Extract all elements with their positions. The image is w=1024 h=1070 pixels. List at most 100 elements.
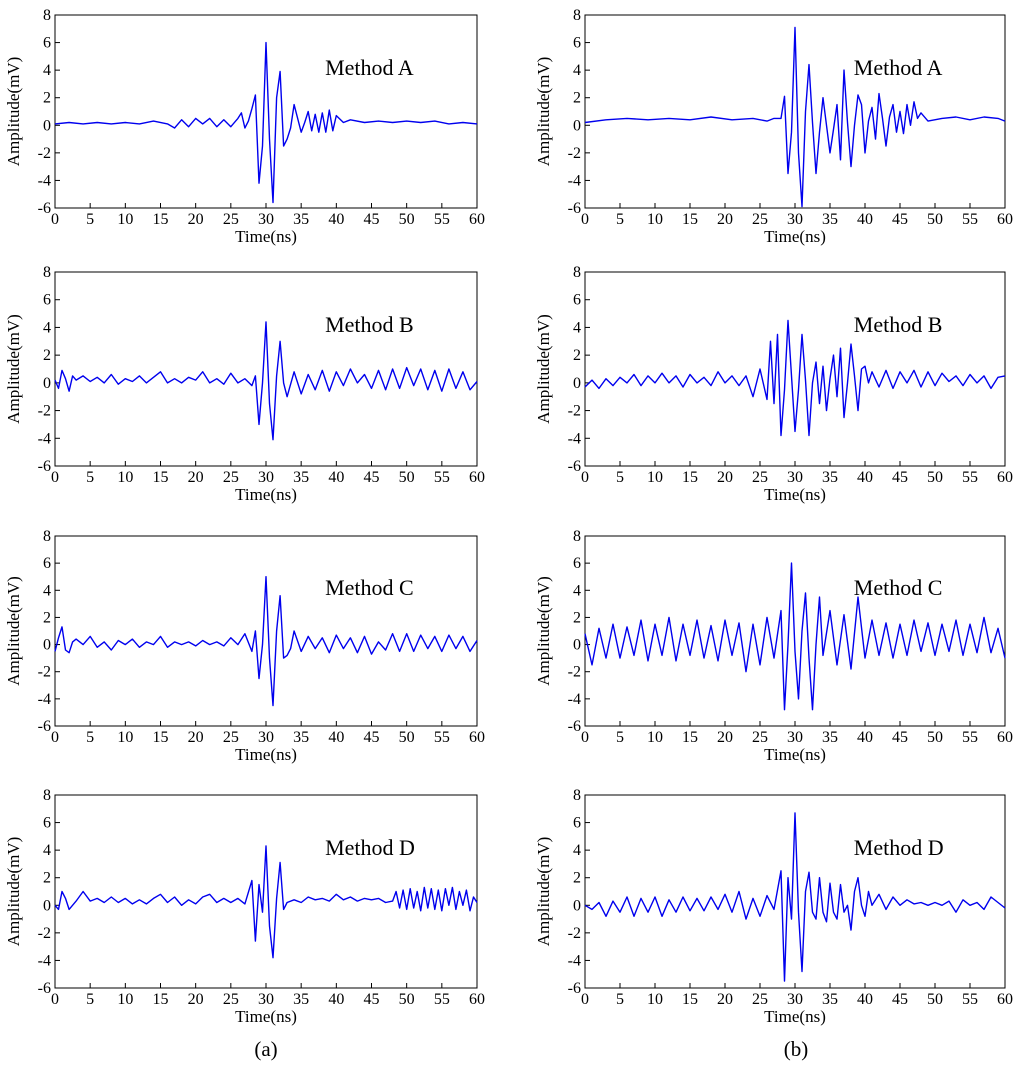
y-tick-label: -4	[38, 172, 51, 189]
y-tick-label: -6	[568, 980, 581, 997]
chart-panel-7: 0 5 10 15 20 25 30 35 40 45 50 55 60 -6 -4 -2 0 2 4 6 8 Time(…	[4, 787, 485, 1026]
x-tick-label: 55	[434, 211, 450, 228]
x-tick-label: 25	[223, 469, 239, 486]
x-tick-label: 10	[117, 211, 133, 228]
y-tick-label: 2	[43, 90, 51, 107]
method-annotation: Method C	[325, 575, 414, 600]
x-tick-label: 0	[51, 211, 59, 228]
x-tick-label: 60	[469, 991, 485, 1008]
x-tick-label: 0	[51, 469, 59, 486]
plot-frame	[54, 535, 478, 727]
y-tick-label: -2	[568, 403, 581, 420]
y-tick-label: 8	[573, 7, 581, 24]
chart-panel-8: 0 5 10 15 20 25 30 35 40 45 50 55 60 -6 -4 -2 0 2 4 6 8 Time(…	[534, 787, 1013, 1026]
y-tick-label: -2	[38, 664, 51, 681]
y-axis-label: Amplitude(mV)	[534, 837, 553, 947]
x-axis-label: Time(ns)	[764, 745, 826, 764]
x-tick-label: 20	[717, 729, 733, 746]
x-axis-label: Time(ns)	[235, 485, 297, 504]
y-tick-label: 6	[43, 815, 51, 832]
x-tick-label: 35	[822, 729, 838, 746]
y-axis-label: Amplitude(mV)	[4, 576, 23, 686]
x-tick-label: 0	[581, 729, 589, 746]
x-tick-label: 0	[581, 211, 589, 228]
y-tick-label: 2	[43, 609, 51, 626]
x-tick-label: 55	[434, 991, 450, 1008]
x-tick-label: 55	[962, 729, 978, 746]
x-tick-label: 25	[752, 211, 768, 228]
x-axis-label: Time(ns)	[235, 745, 297, 764]
y-tick-label: 2	[573, 870, 581, 887]
y-tick-label: -6	[568, 718, 581, 735]
y-tick-label: 4	[573, 319, 581, 336]
x-tick-label: 10	[647, 991, 663, 1008]
x-tick-label: 0	[51, 729, 59, 746]
x-tick-label: 35	[822, 469, 838, 486]
y-tick-label: -4	[38, 430, 51, 447]
signal-series-line	[584, 812, 1006, 982]
y-tick-label: 8	[43, 264, 51, 281]
y-tick-label: 6	[573, 292, 581, 309]
x-tick-label: 15	[682, 211, 698, 228]
x-tick-label: 5	[616, 729, 624, 746]
x-tick-label: 15	[153, 729, 169, 746]
x-tick-label: 25	[752, 729, 768, 746]
x-tick-label: 50	[399, 469, 415, 486]
y-tick-label: 0	[573, 637, 581, 654]
y-tick-label: 2	[43, 870, 51, 887]
method-annotation: Method A	[325, 55, 414, 80]
x-tick-label: 55	[962, 211, 978, 228]
plot-frame	[584, 271, 1006, 467]
x-tick-label: 10	[117, 991, 133, 1008]
y-axis-label: Amplitude(mV)	[534, 57, 553, 167]
y-tick-label: -6	[568, 200, 581, 217]
y-tick-label: 6	[573, 35, 581, 52]
y-tick-label: 4	[573, 582, 581, 599]
x-tick-label: 10	[647, 729, 663, 746]
y-axis-label: Amplitude(mV)	[4, 57, 23, 167]
x-tick-label: 15	[153, 991, 169, 1008]
x-tick-label: 60	[469, 729, 485, 746]
y-tick-label: 6	[43, 35, 51, 52]
signal-series-line	[584, 319, 1006, 437]
y-axis-label: Amplitude(mV)	[534, 314, 553, 424]
plot-frame	[584, 535, 1006, 727]
x-tick-label: 10	[647, 469, 663, 486]
y-tick-label: -2	[568, 925, 581, 942]
caption-a: (a)	[254, 1037, 277, 1061]
x-tick-label: 35	[822, 991, 838, 1008]
y-tick-label: 2	[573, 347, 581, 364]
x-tick-label: 50	[927, 211, 943, 228]
y-axis-label: Amplitude(mV)	[4, 837, 23, 947]
x-tick-label: 5	[86, 729, 94, 746]
y-tick-label: 8	[43, 528, 51, 545]
x-tick-label: 40	[857, 991, 873, 1008]
signal-series-line	[584, 562, 1006, 711]
x-tick-label: 45	[364, 991, 380, 1008]
x-tick-label: 60	[997, 211, 1013, 228]
x-tick-label: 50	[927, 469, 943, 486]
y-tick-label: 4	[43, 62, 51, 79]
chart-panel-6: 0 5 10 15 20 25 30 35 40 45 50 55 60 -6 -4 -2 0 2 4 6 8 Time(…	[534, 528, 1013, 764]
x-tick-label: 40	[857, 211, 873, 228]
signal-series-line	[584, 26, 1006, 208]
y-tick-label: 0	[43, 375, 51, 392]
y-tick-label: 8	[43, 787, 51, 804]
x-tick-label: 40	[328, 469, 344, 486]
x-axis-label: Time(ns)	[764, 1007, 826, 1026]
x-tick-label: 45	[892, 729, 908, 746]
plot-frame	[54, 271, 478, 467]
x-tick-label: 25	[223, 729, 239, 746]
y-tick-label: -2	[38, 403, 51, 420]
y-tick-label: 8	[573, 528, 581, 545]
x-tick-label: 5	[616, 211, 624, 228]
y-tick-label: 4	[573, 62, 581, 79]
method-annotation: Method A	[854, 55, 943, 80]
y-tick-label: 2	[573, 609, 581, 626]
x-tick-label: 30	[258, 991, 274, 1008]
method-annotation: Method B	[325, 312, 414, 337]
x-tick-label: 35	[293, 991, 309, 1008]
x-tick-label: 50	[399, 211, 415, 228]
x-tick-label: 30	[787, 469, 803, 486]
x-tick-label: 40	[328, 211, 344, 228]
